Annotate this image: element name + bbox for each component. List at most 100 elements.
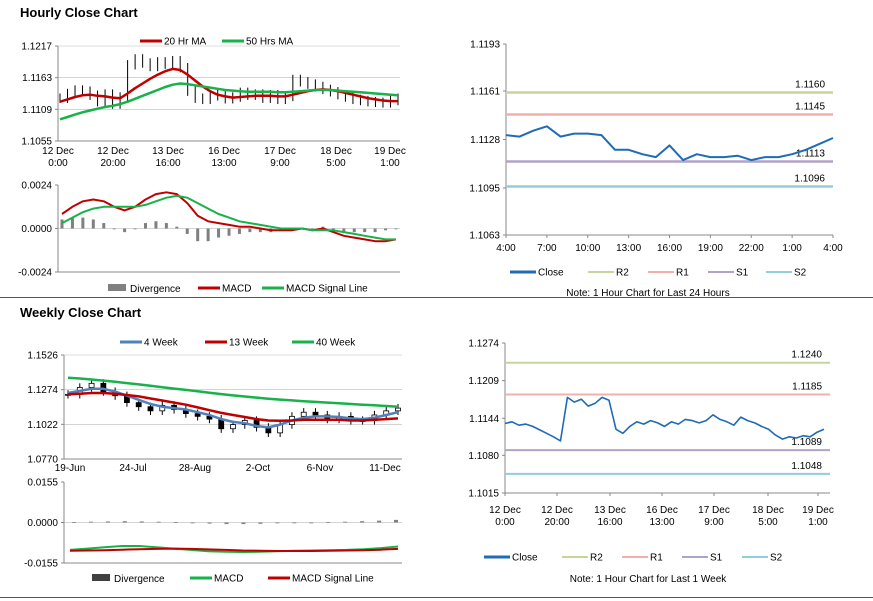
weekly-pivot-close-line [504, 396, 825, 442]
weekly-pivot-legend-close-label: Close [512, 553, 538, 564]
weekly-divergence-bar [241, 522, 246, 525]
hourly-price-xtick-time: 13:00 [211, 158, 236, 169]
hourly-price-xtick-time: 1:00 [380, 158, 400, 169]
hourly-pivot-legend-r2-label: R2 [616, 268, 629, 279]
weekly-section-title: Weekly Close Chart [20, 305, 142, 320]
hourly-price-ytick-label: 1.1163 [22, 73, 52, 84]
weekly-legend-divergence-swatch [92, 574, 110, 581]
hourly-divergence-bar [133, 228, 137, 230]
hourly-pivot-close-line [505, 125, 834, 162]
hourly-pivot-note: Note: 1 Hour Chart for Last 24 Hours [566, 288, 729, 299]
hourly-legend-ma20-label: 20 Hr MA [164, 37, 207, 48]
weekly-pivot-xtick-date: 16 Dec [646, 505, 678, 516]
hourly-price-ytick-label: 1.1217 [21, 42, 52, 53]
weekly-pivot-level-label-s1: 1.1089 [791, 437, 822, 448]
hourly-legend-divergence-label: Divergence [130, 284, 181, 295]
hourly-price-xtick-date: 19 Dec [374, 146, 406, 157]
weekly-pivot-ytick-label: 1.1080 [468, 451, 499, 462]
hourly-pivot-legend-s2-label: S2 [794, 268, 807, 279]
hourly-pivot-xtick-label: 16:00 [657, 243, 682, 254]
weekly-divergence-bar [343, 521, 348, 523]
hourly-divergence-bar [112, 228, 116, 230]
weekly-divergence-bar [258, 522, 263, 524]
weekly-pivot-legend-r2-label: R2 [590, 553, 603, 564]
weekly-pivot-xtick-date: 12 Dec [541, 505, 573, 516]
weekly-price-ytick-label: 1.1022 [27, 420, 58, 431]
hourly-macd-line [61, 191, 397, 243]
hourly-divergence-bar [217, 228, 221, 238]
hourly-macd-ytick-label: -0.0024 [18, 268, 52, 279]
hourly-divergence-bar [91, 219, 95, 229]
weekly-pivot-xtick-time: 9:00 [704, 517, 724, 528]
hourly-divergence-bar [384, 228, 388, 231]
hourly-pivot-legend-r1-label: R1 [676, 268, 689, 279]
weekly-ma13-line [67, 391, 399, 423]
weekly-price-xtick-label: 6-Nov [307, 463, 334, 474]
weekly-divergence-bar [88, 521, 93, 523]
hourly-pivot-level-label-r1: 1.1145 [795, 102, 825, 113]
hourly-pivot-xtick-label: 13:00 [616, 243, 641, 254]
hourly-pivot-legend-close-label: Close [538, 268, 564, 279]
weekly-divergence-bar [292, 522, 297, 524]
weekly-candle-body [230, 424, 236, 430]
hourly-divergence-bar [60, 219, 64, 229]
weekly-divergence-bar [377, 520, 382, 523]
hourly-pivot-xtick-label: 10:00 [575, 243, 600, 254]
hourly-divergence-bar [144, 223, 147, 229]
weekly-pivot-level-label-r2: 1.1240 [791, 350, 822, 361]
weekly-divergence-bar [156, 521, 161, 523]
weekly-pivot-xtick-time: 0:00 [495, 517, 515, 528]
weekly-divergence-bar [207, 522, 212, 524]
hourly-divergence-bar [206, 228, 210, 242]
hourly-divergence-bar [164, 223, 168, 229]
weekly-pivot-xtick-time: 5:00 [758, 517, 778, 528]
hourly-pivot-xtick-label: 1:00 [782, 243, 802, 254]
hourly-price-xtick-time: 9:00 [270, 158, 290, 169]
weekly-price-xtick-label: 19-Jun [55, 463, 86, 474]
weekly-divergence-bar [309, 522, 314, 524]
hourly-divergence-bar [196, 228, 200, 242]
weekly-divergence-bar [173, 521, 178, 523]
weekly-divergence-bar [122, 521, 127, 523]
hourly-pivot-ytick-label: 1.1193 [470, 40, 500, 51]
hourly-price-xtick-date: 17 Dec [264, 146, 296, 157]
hourly-pivot-ytick-label: 1.1161 [470, 87, 500, 98]
weekly-price-ytick-label: 1.0770 [27, 455, 58, 466]
weekly-price-ytick-label: 1.1274 [27, 385, 58, 396]
weekly-divergence-bar [105, 521, 110, 523]
weekly-pivot-xtick-time: 1:00 [808, 517, 828, 528]
hourly-divergence-bar [175, 226, 179, 229]
weekly-pivot-ytick-label: 1.1144 [469, 414, 499, 425]
hourly-price-xtick-time: 16:00 [155, 158, 180, 169]
weekly-divergence-bar [326, 521, 331, 523]
weekly-pivot-legend-s1-label: S1 [710, 553, 723, 564]
weekly-divergence-bar [190, 522, 195, 524]
hourly-divergence-bar [258, 228, 262, 233]
hourly-price-xtick-time: 20:00 [100, 158, 125, 169]
hourly-price-xtick-date: 16 Dec [208, 146, 240, 157]
weekly-ma40-line [67, 376, 399, 408]
weekly-pivot-xtick-date: 18 Dec [752, 505, 784, 516]
weekly-divergence-bar [224, 522, 229, 525]
weekly-pivot-ytick-label: 1.1274 [468, 339, 499, 350]
hourly-price-xtick-date: 12 Dec [97, 146, 129, 157]
weekly-candle-body [194, 413, 201, 417]
weekly-price-xtick-label: 28-Aug [179, 463, 211, 474]
hourly-divergence-bar [227, 228, 231, 236]
weekly-legend-4week-label: 4 Week [144, 338, 179, 349]
hourly-price-xtick-time: 5:00 [326, 158, 346, 169]
hourly-divergence-bar [342, 228, 346, 233]
weekly-pivot-level-label-r1: 1.1185 [792, 382, 822, 393]
weekly-pivot-ytick-label: 1.1209 [468, 376, 499, 387]
weekly-legend-divergence-label: Divergence [114, 574, 165, 585]
weekly-pivot-note: Note: 1 Hour Chart for Last 1 Week [570, 574, 728, 585]
hourly-divergence-bar [81, 217, 85, 229]
hourly-section-title: Hourly Close Chart [20, 5, 138, 20]
hourly-legend-ma50-label: 50 Hrs MA [246, 37, 294, 48]
hourly-price-xtick-date: 13 Dec [152, 146, 184, 157]
hourly-legend-macd-label: MACD [222, 284, 251, 295]
weekly-divergence-bar [72, 521, 76, 523]
hourly-divergence-bar [394, 228, 398, 230]
weekly-pivot-xtick-time: 13:00 [649, 517, 674, 528]
hourly-pivot-level-label-s1: 1.1113 [796, 149, 826, 160]
